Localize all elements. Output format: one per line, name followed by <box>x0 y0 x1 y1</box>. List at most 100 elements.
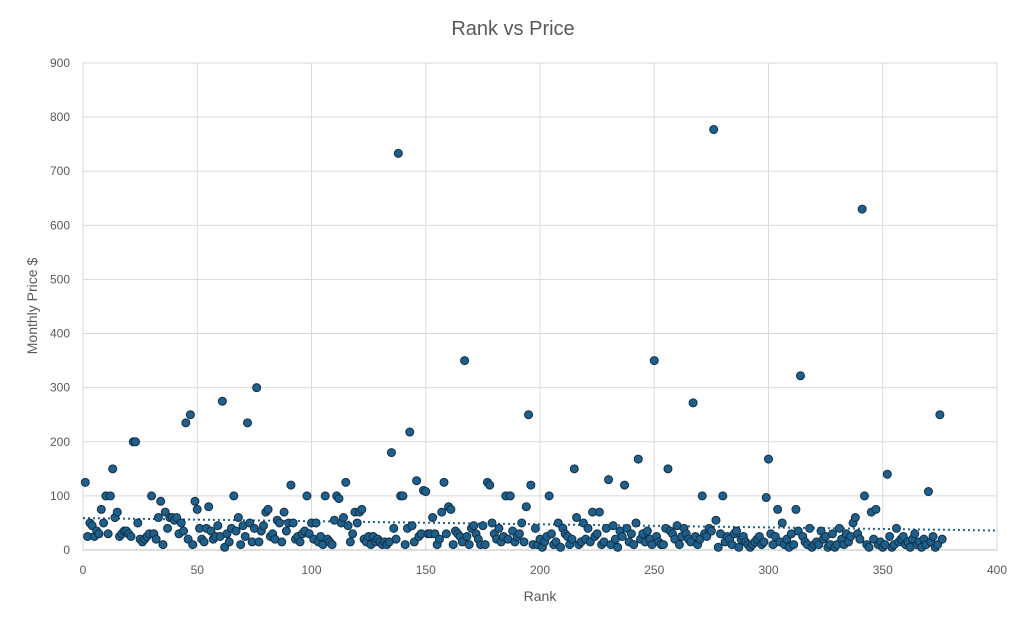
data-point <box>320 491 330 501</box>
data-point <box>688 398 698 408</box>
y-tick-label: 200 <box>50 435 70 449</box>
data-point <box>400 540 410 550</box>
data-point <box>663 464 673 474</box>
data-point <box>805 523 815 533</box>
data-point <box>629 540 639 550</box>
data-point <box>544 491 554 501</box>
x-tick-label: 350 <box>873 563 893 577</box>
y-tick-label: 700 <box>50 164 70 178</box>
data-point <box>240 531 250 541</box>
data-point <box>759 537 769 547</box>
data-point <box>546 529 556 539</box>
data-point <box>181 418 191 428</box>
data-point <box>462 531 472 541</box>
y-axis-label: Monthly Price $ <box>24 258 40 355</box>
x-tick-label: 300 <box>758 563 778 577</box>
data-point <box>295 537 305 547</box>
data-point <box>464 540 474 550</box>
data-point <box>343 521 353 531</box>
data-point <box>217 396 227 406</box>
data-point <box>163 523 173 533</box>
data-point <box>718 491 728 501</box>
data-point <box>487 518 497 528</box>
data-point <box>935 410 945 420</box>
data-point <box>642 526 652 536</box>
y-tick-label: 300 <box>50 381 70 395</box>
data-point <box>764 454 773 464</box>
data-point <box>279 507 289 517</box>
data-point <box>469 521 479 531</box>
data-point <box>263 504 273 514</box>
data-point <box>391 534 401 544</box>
data-point <box>583 523 593 533</box>
data-point <box>108 464 118 474</box>
data-point <box>352 518 362 528</box>
data-point <box>631 518 641 528</box>
data-point <box>428 513 438 523</box>
data-point <box>617 531 627 541</box>
data-point <box>437 507 447 517</box>
data-point <box>530 523 540 533</box>
data-point <box>441 529 451 539</box>
chart-title: Rank vs Price <box>451 18 574 40</box>
data-point <box>151 534 161 544</box>
x-tick-label: 50 <box>191 563 205 577</box>
data-point <box>412 476 422 486</box>
data-point <box>338 513 348 523</box>
data-point <box>514 529 524 539</box>
data-point <box>604 475 614 485</box>
data-point <box>658 540 668 550</box>
data-point <box>224 537 234 547</box>
data-point <box>190 496 200 506</box>
y-tick-label: 800 <box>50 110 70 124</box>
data-point <box>777 518 787 528</box>
data-point <box>345 537 355 547</box>
data-point <box>204 502 214 512</box>
data-point <box>521 502 531 512</box>
y-tick-label: 600 <box>50 218 70 232</box>
data-point <box>859 491 869 501</box>
data-point <box>569 464 579 474</box>
data-points <box>80 125 947 552</box>
data-point <box>156 496 166 506</box>
data-point <box>112 507 122 517</box>
data-point <box>791 504 801 514</box>
data-point <box>334 494 344 504</box>
x-tick-label: 150 <box>416 563 436 577</box>
data-point <box>348 529 358 539</box>
data-point <box>494 523 504 533</box>
data-point <box>153 513 163 523</box>
data-point <box>674 540 684 550</box>
data-point <box>923 487 933 497</box>
data-point <box>254 537 264 547</box>
data-point <box>94 529 104 539</box>
data-point <box>827 529 837 539</box>
trendline-group <box>82 517 998 532</box>
data-point <box>478 521 488 531</box>
y-tick-label: 100 <box>50 489 70 503</box>
data-point <box>398 491 408 501</box>
x-axis-label: Rank <box>524 588 558 604</box>
data-point <box>709 125 719 135</box>
data-point <box>795 371 805 381</box>
data-point <box>649 356 659 366</box>
data-point <box>460 356 470 366</box>
data-point <box>572 513 582 523</box>
data-point <box>633 454 643 464</box>
data-point <box>158 540 168 550</box>
data-point <box>126 531 136 541</box>
y-tick-label: 500 <box>50 272 70 286</box>
data-point <box>485 480 495 490</box>
data-point <box>229 491 239 501</box>
data-point <box>834 523 844 533</box>
data-point <box>199 537 209 547</box>
x-tick-label: 0 <box>80 563 87 577</box>
data-point <box>192 504 202 514</box>
data-point <box>99 518 109 528</box>
data-point <box>711 515 721 525</box>
y-tick-label: 0 <box>63 543 70 557</box>
x-tick-label: 400 <box>987 563 1007 577</box>
data-point <box>592 529 602 539</box>
data-point <box>311 518 321 528</box>
